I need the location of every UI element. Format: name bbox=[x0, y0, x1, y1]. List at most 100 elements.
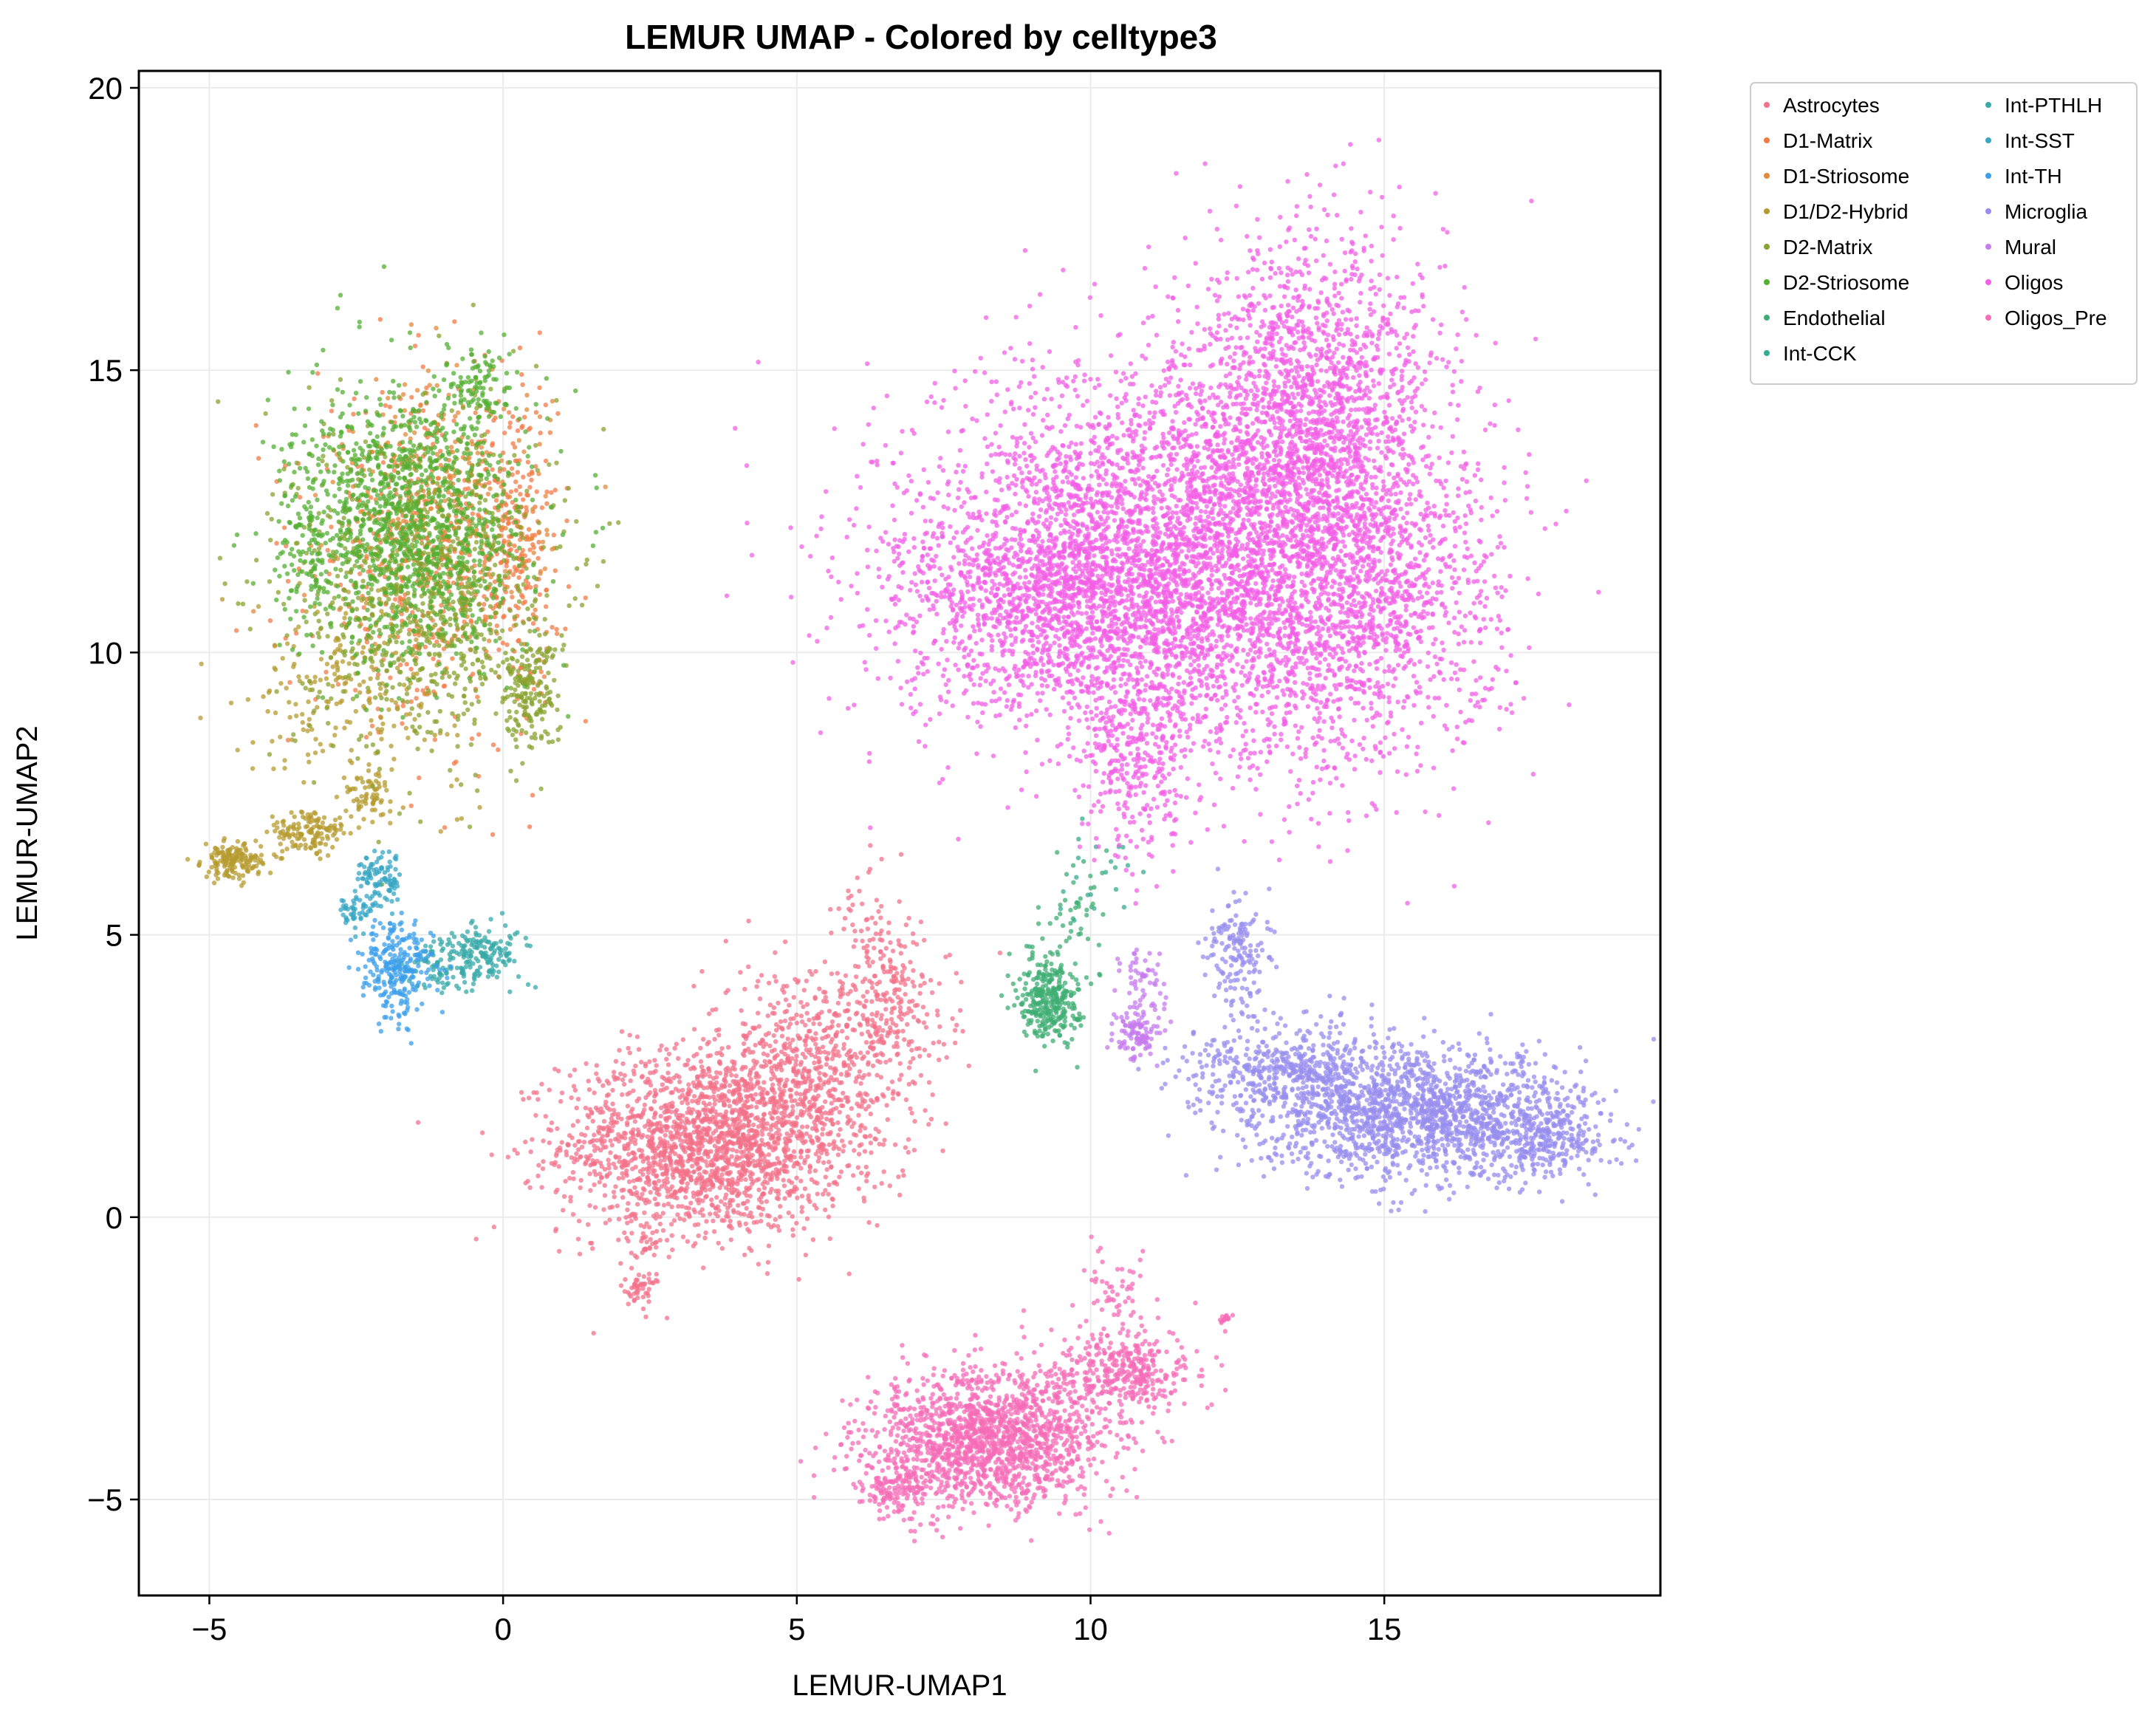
data-point bbox=[375, 749, 380, 754]
data-point bbox=[791, 1068, 796, 1074]
data-point bbox=[747, 1073, 752, 1078]
data-point bbox=[553, 1153, 559, 1158]
data-point bbox=[848, 908, 853, 913]
data-point bbox=[379, 727, 385, 732]
data-point bbox=[711, 1182, 716, 1187]
data-point bbox=[841, 1103, 846, 1109]
data-point bbox=[864, 950, 869, 955]
data-point bbox=[846, 1002, 852, 1007]
data-point bbox=[754, 1220, 760, 1225]
data-point bbox=[645, 1134, 650, 1140]
data-point bbox=[316, 510, 321, 516]
data-point bbox=[342, 615, 347, 620]
data-point bbox=[912, 1003, 918, 1008]
data-point bbox=[359, 794, 364, 799]
data-point bbox=[735, 1178, 740, 1184]
data-point bbox=[764, 1090, 770, 1095]
data-point bbox=[567, 1175, 572, 1181]
data-point bbox=[516, 599, 522, 604]
data-point bbox=[731, 1180, 736, 1186]
data-point bbox=[507, 626, 513, 632]
data-point bbox=[807, 1169, 812, 1174]
data-point bbox=[759, 1212, 764, 1217]
data-point bbox=[714, 1050, 719, 1056]
data-point bbox=[758, 1156, 763, 1162]
data-point bbox=[646, 1299, 651, 1304]
data-point bbox=[389, 697, 394, 703]
data-point bbox=[878, 915, 883, 920]
data-point bbox=[697, 1131, 702, 1136]
data-point bbox=[648, 1190, 653, 1195]
data-point bbox=[829, 1101, 835, 1106]
data-point bbox=[601, 1207, 606, 1212]
data-point bbox=[364, 791, 369, 797]
data-point bbox=[677, 1161, 682, 1167]
data-point bbox=[764, 1199, 770, 1204]
data-point bbox=[479, 660, 485, 665]
data-point bbox=[644, 1239, 649, 1245]
data-point bbox=[799, 1124, 805, 1129]
data-point bbox=[469, 736, 475, 742]
data-point bbox=[686, 1106, 691, 1112]
data-point bbox=[837, 1109, 843, 1115]
data-point bbox=[633, 1164, 638, 1170]
data-point bbox=[863, 1040, 869, 1045]
data-point bbox=[910, 979, 915, 985]
data-point bbox=[804, 1216, 810, 1222]
data-point bbox=[711, 1229, 717, 1234]
data-point bbox=[769, 1065, 774, 1070]
data-point bbox=[773, 1188, 778, 1194]
data-point bbox=[282, 765, 287, 771]
data-point bbox=[309, 827, 314, 832]
data-point bbox=[760, 1191, 765, 1197]
data-point bbox=[245, 869, 251, 875]
data-point bbox=[530, 620, 536, 626]
data-point bbox=[880, 1027, 886, 1033]
data-point bbox=[694, 1074, 700, 1079]
data-point bbox=[572, 1067, 578, 1073]
data-point bbox=[370, 819, 375, 825]
data-point bbox=[726, 1140, 732, 1145]
data-point bbox=[798, 1178, 804, 1184]
data-point bbox=[724, 1214, 729, 1219]
data-point bbox=[736, 1169, 742, 1175]
data-point bbox=[715, 1204, 720, 1209]
data-point bbox=[636, 1272, 642, 1278]
data-point bbox=[857, 889, 862, 894]
data-point bbox=[660, 1075, 665, 1080]
data-point bbox=[535, 1173, 541, 1179]
data-point bbox=[388, 799, 393, 804]
data-point bbox=[882, 1138, 887, 1143]
data-point bbox=[664, 1171, 669, 1177]
data-point bbox=[346, 661, 352, 666]
data-point bbox=[746, 1213, 751, 1219]
data-point bbox=[627, 1050, 632, 1056]
data-point bbox=[408, 322, 414, 327]
data-point bbox=[703, 1103, 708, 1108]
data-point bbox=[589, 1109, 595, 1115]
data-point bbox=[766, 980, 772, 986]
data-point bbox=[228, 700, 234, 705]
data-point bbox=[888, 940, 893, 945]
data-point bbox=[329, 408, 335, 414]
data-point bbox=[431, 679, 437, 685]
data-point bbox=[691, 1157, 696, 1163]
data-point bbox=[892, 979, 897, 985]
data-point bbox=[855, 1165, 861, 1170]
data-point bbox=[697, 1165, 702, 1171]
data-point bbox=[654, 1202, 659, 1207]
data-point bbox=[217, 555, 223, 561]
data-point bbox=[551, 533, 556, 538]
data-point bbox=[804, 1033, 810, 1039]
data-point bbox=[609, 1116, 614, 1121]
data-point bbox=[750, 1096, 756, 1102]
data-point bbox=[903, 922, 909, 928]
data-point bbox=[688, 1200, 694, 1205]
data-point bbox=[804, 1124, 810, 1129]
data-point bbox=[651, 1186, 657, 1191]
data-point bbox=[308, 819, 313, 825]
data-point bbox=[414, 388, 420, 393]
data-point bbox=[692, 1066, 697, 1071]
data-point bbox=[411, 454, 417, 459]
data-point bbox=[719, 1199, 724, 1204]
